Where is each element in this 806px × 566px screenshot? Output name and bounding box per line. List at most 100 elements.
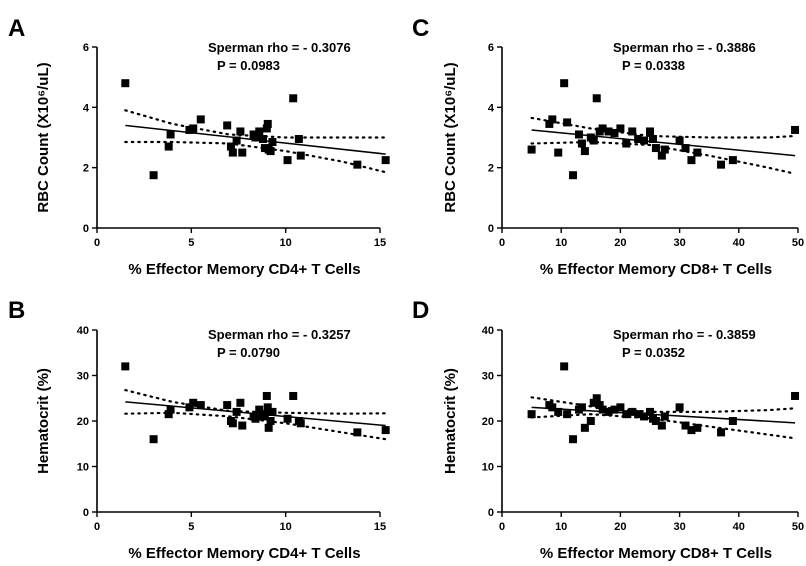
x-axis-title: % Effector Memory CD4+ T Cells <box>128 261 360 278</box>
data-point <box>196 115 205 124</box>
spearman-rho-label: Sperman rho = - 0.3076 <box>208 40 351 55</box>
panel-letter: D <box>412 297 429 324</box>
data-point <box>589 398 598 407</box>
data-point <box>268 138 277 147</box>
y-tick-label: 0 <box>83 223 89 235</box>
y-tick-label: 4 <box>83 102 90 114</box>
data-point <box>791 125 800 134</box>
y-tick-label: 6 <box>488 42 494 54</box>
data-point <box>651 417 660 425</box>
data-point <box>791 391 800 400</box>
x-tick-label: 0 <box>94 521 100 533</box>
data-point <box>569 171 578 180</box>
data-point <box>569 435 578 444</box>
x-tick-label: 5 <box>188 521 194 533</box>
spearman-rho-label: Sperman rho = - 0.3257 <box>208 327 351 342</box>
data-point <box>266 417 275 425</box>
data-point <box>189 124 198 133</box>
data-point <box>675 136 684 145</box>
data-point <box>164 142 173 151</box>
data-point <box>262 124 271 133</box>
data-point <box>681 421 690 430</box>
x-tick-label: 0 <box>499 237 505 249</box>
data-point <box>651 144 660 153</box>
data-point <box>262 391 271 400</box>
data-point <box>577 139 586 148</box>
data-point <box>598 124 607 133</box>
confidence-band-lower <box>530 140 797 175</box>
data-point <box>149 171 158 180</box>
data-point <box>681 144 690 153</box>
data-point <box>640 412 649 421</box>
data-point <box>586 417 595 425</box>
panel-c: C 0 2 4 6 0 10 20 30 40 50 % Effector Memory CD8+ T… <box>412 15 804 278</box>
data-point <box>238 148 247 157</box>
data-point <box>166 405 175 414</box>
data-point <box>266 147 275 156</box>
data-point <box>580 423 589 432</box>
panel-letter: B <box>8 297 25 324</box>
panel-letter: A <box>8 15 25 42</box>
data-point <box>592 94 601 103</box>
data-point <box>728 156 737 165</box>
data-point <box>634 410 643 419</box>
data-point <box>381 156 390 165</box>
data-point <box>604 127 613 136</box>
data-point <box>228 419 237 428</box>
x-tick-label: 10 <box>555 237 567 249</box>
data-point <box>728 417 737 425</box>
data-point <box>577 403 586 412</box>
data-point <box>251 414 260 423</box>
data-point <box>628 127 637 136</box>
data-point <box>149 435 158 444</box>
spearman-rho-label: Sperman rho = - 0.3886 <box>613 40 756 55</box>
x-tick-label: 15 <box>374 521 386 533</box>
x-tick-label: 20 <box>614 521 626 533</box>
data-point <box>554 148 563 157</box>
panel-letter: C <box>412 15 429 42</box>
data-point <box>548 115 557 124</box>
data-point <box>717 428 726 437</box>
data-point <box>232 136 241 145</box>
x-tick-label: 50 <box>792 237 804 249</box>
data-point <box>574 130 583 139</box>
data-point <box>622 139 631 148</box>
x-tick-label: 30 <box>673 237 685 249</box>
y-axis-title: Hematocrit (%) <box>442 368 459 474</box>
y-tick-label: 40 <box>77 325 89 337</box>
y-axis-title: RBC Count (X10⁶/uL) <box>442 62 459 212</box>
data-point <box>236 127 245 136</box>
data-point <box>189 398 198 407</box>
y-tick-label: 20 <box>77 416 89 428</box>
data-point <box>657 151 666 160</box>
p-value-label: P = 0.0790 <box>217 345 280 360</box>
data-point <box>223 401 232 410</box>
x-tick-label: 50 <box>792 521 804 533</box>
data-point <box>657 421 666 430</box>
data-point <box>616 124 625 133</box>
y-axis-title: Hematocrit (%) <box>35 368 52 474</box>
confidence-band-upper <box>124 109 387 139</box>
data-point <box>289 94 298 103</box>
data-point <box>296 419 305 428</box>
data-point <box>660 145 669 154</box>
y-tick-label: 6 <box>83 42 89 54</box>
panel-d: D 0 10 20 30 40 0 10 20 30 40 50 % Effector Memory C… <box>412 297 804 562</box>
data-point <box>268 407 277 416</box>
data-point <box>640 136 649 145</box>
data-point <box>283 156 292 165</box>
data-point <box>598 405 607 414</box>
x-axis-title: % Effector Memory CD8+ T Cells <box>540 261 772 278</box>
data-point <box>353 428 362 437</box>
y-tick-label: 0 <box>83 507 89 519</box>
data-point <box>595 401 604 410</box>
data-point <box>263 403 272 412</box>
panel-b: B 0 10 20 30 40 0 5 10 15 % Effector Memory CD4+ T… <box>8 297 390 562</box>
data-point <box>527 410 536 419</box>
data-point <box>353 160 362 169</box>
spearman-rho-label: Sperman rho = - 0.3859 <box>613 327 756 342</box>
data-point <box>563 410 572 419</box>
data-point <box>548 403 557 412</box>
data-point <box>166 130 175 139</box>
